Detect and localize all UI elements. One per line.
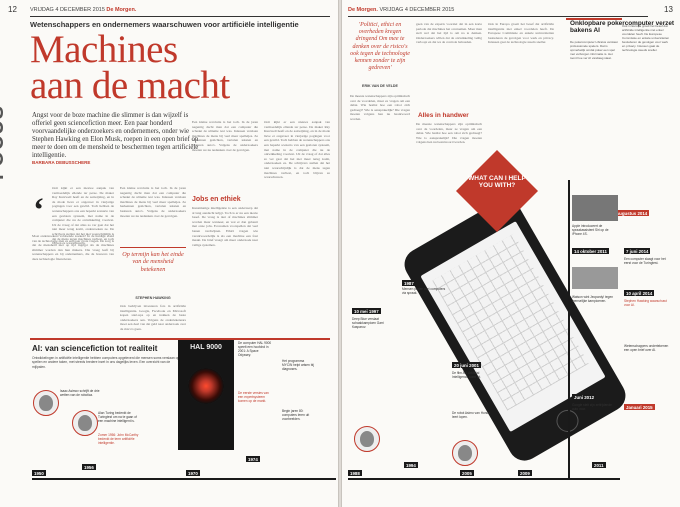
year-1984: 1988	[348, 470, 362, 476]
year-1970: 1970	[186, 470, 200, 476]
page-gutter	[338, 0, 342, 507]
headline-line-2: aan de macht	[30, 64, 230, 107]
pull-quote-author: STEPHEN HAWKING	[135, 296, 171, 300]
year-1987: 1987	[402, 280, 416, 286]
body-column-1b: Moet onderzoekers voldoende zoeken? In d…	[32, 234, 114, 261]
header-rule	[30, 16, 330, 17]
timeline-intro: Ontwikkelingen in artificiële intelligen…	[32, 356, 180, 369]
subhead-right: Alles in handwer	[418, 112, 469, 119]
tag-jan-2015: Januari 2015	[624, 404, 655, 410]
note-hawking: Stephen Hawking waarschuwt voor AI.	[624, 299, 667, 307]
year-1956: 1956	[82, 464, 96, 470]
tag-aug-2014: Augustus 2014	[614, 210, 650, 216]
note-deepblue: Deep Blue verslaat schaakkampioen Garri …	[352, 317, 384, 329]
year-1974: 1974	[246, 456, 260, 462]
right-page: De Morgen. VRIJDAG 4 DECEMBER 2015 13 'P…	[342, 0, 680, 507]
right-column-2: Ook in Europa groeit het besef dat artif…	[488, 22, 554, 45]
hal-9000-image: HAL 9000	[178, 340, 234, 450]
sign-text: WHAT CAN I HELP YOU WITH?	[468, 175, 526, 189]
timeline-axis-right	[568, 180, 570, 480]
tag-jun-2012: Juni 2012	[572, 394, 597, 400]
note-asimo: De robot Asimo van Honda leert lopen.	[452, 411, 491, 419]
headline-line-1: Machines	[30, 28, 178, 71]
pull-quote-right: 'Politici, ethici en overheden kregen dr…	[350, 22, 410, 72]
hal-label: HAL 9000	[190, 344, 222, 351]
sidebar-box-text: De pokercomputer Libratus verslaat profe…	[570, 40, 618, 60]
right-column-1b: De meeste wetenschappers zijn optimistis…	[416, 122, 482, 145]
tag-oct-2011: 14 oktober 2011	[572, 248, 609, 254]
timeline-axis-bottom	[348, 478, 620, 480]
tag-jun-2014: 7 juni 2014	[624, 248, 651, 254]
timeline-title: AI: van sciencefiction tot realiteit	[32, 344, 158, 353]
pull-quote: Op termijn kan het einde van de mensheid…	[122, 251, 184, 273]
left-page: 12 VRIJDAG 4 DECEMBER 2015 De Morgen. FO…	[0, 0, 338, 507]
note-watson: Watson wint Jeopardy! tegen menselijke k…	[572, 295, 613, 303]
year-2005: 2005	[460, 470, 474, 476]
year-2011: 2011	[592, 462, 606, 468]
box-rule	[566, 18, 622, 20]
hal-eye-icon	[188, 368, 224, 404]
folio-date-right: VRIJDAG 4 DECEMBER 2015	[379, 7, 455, 13]
kicker: Wetenschappers en ondernemers waarschuwe…	[30, 20, 299, 29]
body-column-3: Een kleine revolutie is het toch. In de …	[192, 120, 258, 152]
note-1987: Mensen praten met computers via spraak.	[402, 287, 446, 295]
right-column-1: geen van de experts voorziet dat in een …	[416, 22, 482, 45]
note-mycin: Het programma MYCIN helpt artsen bij dia…	[282, 359, 314, 371]
note-turingtest: Een computer slaagt voor het eerst voor …	[624, 257, 666, 265]
image-inset-1	[572, 195, 618, 221]
note-siri: Apple introduceert de spraakassistent Si…	[572, 224, 609, 236]
year-1950: 1950	[32, 470, 46, 476]
page-number-right: 13	[664, 5, 673, 14]
image-inset-2	[572, 267, 618, 289]
tag-may-1997: 10 mei 1997	[352, 308, 381, 314]
screen-grid	[432, 233, 589, 411]
terminator-image	[354, 426, 380, 452]
body-column-4: Ooit kijkt er een nieuwe aanpak van verm…	[264, 120, 330, 180]
robot-image	[452, 440, 478, 466]
page-number-left: 12	[8, 5, 17, 14]
portrait-turing	[72, 410, 98, 436]
pull-quote-right-author: ERIK VAN DE VELDE	[362, 84, 398, 88]
folio-left: VRIJDAG 4 DECEMBER 2015 De Morgen.	[30, 7, 136, 13]
note-2001: De film A.I. Artificial Intelligence kom…	[452, 371, 482, 379]
note-mccarthy: Zomer 1956: John McCarthy bedenkt de ter…	[98, 433, 139, 445]
sidebar-box-title: Onklopbare pokercomputer verzet bakens A…	[570, 20, 675, 34]
folio-right: De Morgen. VRIJDAG 4 DECEMBER 2015	[348, 7, 454, 13]
intro: Angst voor de boze machine die slimmer i…	[32, 112, 199, 159]
headline: Machines aan de macht	[30, 28, 230, 107]
body-column-3b: Kunstmatige intelligentie is een onderwe…	[192, 206, 258, 247]
note-asimov: Isaac Asimov schrijft de drie wetten van…	[60, 389, 100, 397]
portrait-asimov	[33, 390, 59, 416]
tag-apr-2014: 10 april 2014	[624, 290, 655, 296]
sidebar-box-text-2: Ook in Europa groeit het besef dat artif…	[622, 24, 670, 52]
drop-quote-mark: ‘	[33, 192, 45, 229]
note-80s: Begin jaren 80: computers leren uit voor…	[282, 409, 310, 421]
timeline-axis	[32, 478, 336, 480]
note-turing: Alan Turing bedenkt de Turingtest om na …	[98, 411, 137, 423]
section-label: FOCUS	[0, 105, 8, 180]
byline: BARBARA DEBUSSCHERE	[32, 160, 91, 165]
pull-rule-top	[120, 247, 186, 248]
folio-paper-right: De Morgen.	[348, 7, 378, 13]
body-column-1: Ooit kijkt er een nieuwe aanpak van verm…	[52, 186, 114, 246]
year-2009: 2009	[518, 470, 532, 476]
note-letter: Wetenschappers ondertekenen een open bri…	[624, 344, 669, 352]
header-rule-right	[348, 16, 648, 17]
folio-date: VRIJDAG 4 DECEMBER 2015	[30, 7, 105, 13]
note-expert: De eerste versies van een expertsysteem …	[238, 391, 269, 403]
body-column-2: Een kleine revolutie is het toch. In de …	[120, 186, 186, 218]
tag-jun-2001: 20 juni 2001	[452, 362, 481, 368]
timeline-rule	[30, 338, 330, 340]
body-column-2b: Ook bedrijven investeren fors in artific…	[120, 304, 186, 331]
note-google-car: Google stelt zijn zelfrijdende auto voor…	[572, 403, 612, 411]
folio-paper: De Morgen.	[106, 7, 137, 13]
year-1994: 1994	[404, 462, 418, 468]
subhead-jobs: Jobs en ethiek	[192, 196, 241, 203]
right-column-0: De meeste wetenschappers zijn optimistis…	[350, 94, 410, 121]
note-hal: De computer HAL 9000 speelt een hoofdrol…	[238, 341, 272, 357]
